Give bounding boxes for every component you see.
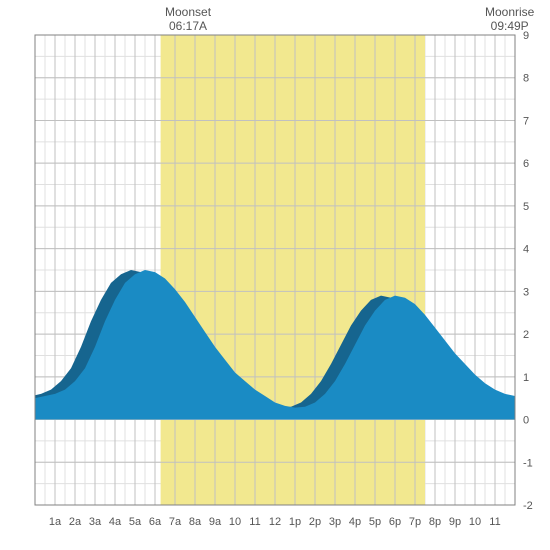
svg-text:2: 2	[523, 329, 529, 341]
svg-text:4a: 4a	[109, 516, 122, 528]
svg-text:2a: 2a	[69, 516, 82, 528]
svg-text:9a: 9a	[209, 516, 222, 528]
moonrise-label: Moonrise 09:49P	[485, 5, 534, 34]
svg-text:9p: 9p	[449, 516, 461, 528]
svg-text:1: 1	[523, 372, 529, 384]
svg-text:4: 4	[523, 244, 529, 256]
svg-text:11: 11	[249, 516, 260, 528]
svg-text:11: 11	[489, 516, 500, 528]
svg-text:10: 10	[469, 516, 481, 528]
svg-text:3p: 3p	[329, 516, 341, 528]
svg-text:8a: 8a	[189, 516, 202, 528]
svg-text:-1: -1	[523, 457, 533, 469]
svg-text:7p: 7p	[409, 516, 421, 528]
svg-text:3a: 3a	[89, 516, 102, 528]
tide-chart: Moonset 06:17A Moonrise 09:49P 1a2a3a4a5…	[0, 0, 550, 550]
svg-text:1a: 1a	[49, 516, 62, 528]
chart-svg: 1a2a3a4a5a6a7a8a9a1011121p2p3p4p5p6p7p8p…	[0, 0, 550, 550]
svg-text:2p: 2p	[309, 516, 321, 528]
svg-text:5a: 5a	[129, 516, 142, 528]
svg-text:6a: 6a	[149, 516, 162, 528]
svg-text:6: 6	[523, 158, 529, 170]
moonset-title: Moonset	[165, 5, 211, 19]
svg-text:12: 12	[269, 516, 281, 528]
svg-text:-2: -2	[523, 500, 533, 512]
moonrise-time: 09:49P	[491, 19, 529, 33]
svg-text:7: 7	[523, 115, 529, 127]
svg-text:3: 3	[523, 286, 529, 298]
svg-text:8p: 8p	[429, 516, 441, 528]
svg-text:1p: 1p	[289, 516, 301, 528]
svg-text:8: 8	[523, 73, 529, 85]
moonset-time: 06:17A	[169, 19, 207, 33]
moonset-label: Moonset 06:17A	[165, 5, 211, 34]
svg-text:4p: 4p	[349, 516, 361, 528]
svg-text:0: 0	[523, 415, 529, 427]
svg-text:6p: 6p	[389, 516, 401, 528]
svg-text:5: 5	[523, 201, 529, 213]
moonrise-title: Moonrise	[485, 5, 534, 19]
svg-text:5p: 5p	[369, 516, 381, 528]
svg-text:7a: 7a	[169, 516, 182, 528]
svg-text:10: 10	[229, 516, 241, 528]
